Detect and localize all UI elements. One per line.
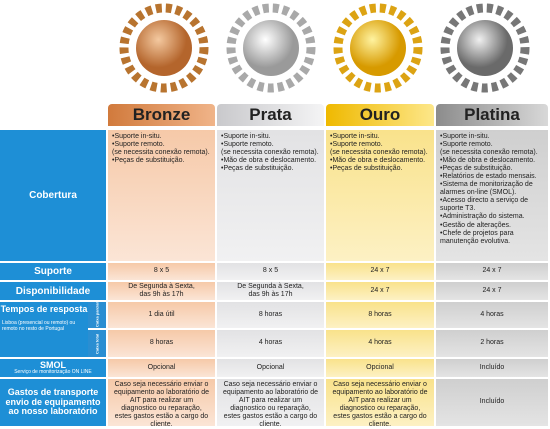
cobertura-item: •Suporte in-situ. <box>440 133 490 140</box>
tempo-parcial-bronze: 1 dia útil <box>108 302 215 328</box>
gold-medal-icon <box>333 3 423 93</box>
bronze-medal-icon <box>119 3 209 93</box>
gastos-ouro: Caso seja necessário enviar o equipament… <box>326 379 434 428</box>
row-label-cobertura: Cobertura <box>0 130 106 261</box>
row-label-suporte: Suporte <box>0 263 106 280</box>
cobertura-item: •Mão de obra e deslocamento. <box>221 157 317 165</box>
cobertura-item: (se necessita conexão remota). <box>112 149 210 157</box>
cobertura-bronze: •Suporte in-situ. •Suporte remoto. (se n… <box>108 130 215 261</box>
smol-bronze: Opcional <box>108 359 215 377</box>
tempo-parcial-prata: 8 horas <box>217 302 324 328</box>
tempo-total-prata: 4 horas <box>217 330 324 357</box>
smol-ouro: Opcional <box>326 359 434 377</box>
cobertura-item: •Suporte in-situ. <box>330 133 380 140</box>
tempos-title: Tempos de resposta <box>0 304 88 314</box>
smol-title: SMOL <box>40 360 66 370</box>
smol-prata: Opcional <box>217 359 324 377</box>
cobertura-item: •Sistema de monitorização de <box>440 181 533 189</box>
suporte-platina: 24 x 7 <box>436 263 548 280</box>
cobertura-item: •Acesso directo a serviço de <box>440 197 529 205</box>
smol-subtitle: Serviço de monitorização ON LINE <box>14 369 92 375</box>
gastos-prata: Caso seja necessário enviar o equipament… <box>217 379 324 428</box>
smol-platina: Incluído <box>436 359 548 377</box>
cobertura-item: •Relatórios de estado mensais. <box>440 173 537 181</box>
cobertura-item: manutenção evolutiva. <box>440 237 511 245</box>
cobertura-item: •Peças de substituição. <box>112 157 185 165</box>
cobertura-item: •Suporte remoto. <box>440 141 493 149</box>
cobertura-item: (se necessita conexão remota). <box>330 149 428 157</box>
cobertura-item: •Suporte remoto. <box>221 141 274 149</box>
cobertura-platina: •Suporte in-situ. •Suporte remoto. (se n… <box>436 130 548 261</box>
cobertura-item: (se necessita conexão remota). <box>440 149 538 157</box>
tempo-total-ouro: 4 horas <box>326 330 434 357</box>
tempo-parcial-platina: 4 horas <box>436 302 548 328</box>
disponibilidade-platina: 24 x 7 <box>436 282 548 300</box>
cobertura-item: •Gestão de alterações. <box>440 221 511 229</box>
cobertura-item: •Suporte in-situ. <box>221 133 271 140</box>
caixa-total-label: Caixa total <box>88 330 106 357</box>
row-label-tempos: Tempos de resposta Lisboa (presencial ou… <box>0 302 88 357</box>
cobertura-ouro: •Suporte in-situ. •Suporte remoto. (se n… <box>326 130 434 261</box>
plan-header-ouro: Ouro <box>326 104 434 126</box>
gastos-platina: Incluído <box>436 379 548 426</box>
cobertura-item: •Suporte in-situ. <box>112 133 162 140</box>
cobertura-item: alarmes on-line (SMOL). <box>440 189 517 197</box>
row-label-gastos: Gastos de transporte envio de equipament… <box>0 379 106 426</box>
caixa-parcial-label: Caixa parcial <box>88 302 106 328</box>
plan-header-platina: Platina <box>436 104 548 126</box>
disponibilidade-prata: De Segunda à Sexta, das 9h às 17h <box>217 282 324 300</box>
cobertura-item: •Suporte remoto. <box>112 141 165 149</box>
cobertura-item: •Peças de substituição. <box>330 165 403 173</box>
suporte-prata: 8 x 5 <box>217 263 324 280</box>
cobertura-prata: •Suporte in-situ. •Suporte remoto. (se n… <box>217 130 324 261</box>
disponibilidade-ouro: 24 x 7 <box>326 282 434 300</box>
disponibilidade-bronze: De Segunda à Sexta, das 9h às 17h <box>108 282 215 300</box>
suporte-ouro: 24 x 7 <box>326 263 434 280</box>
row-label-disponibilidade: Disponibilidade <box>0 282 106 300</box>
cobertura-item: •Peças de substituição. <box>440 165 513 173</box>
gastos-bronze: Caso seja necessário enviar o equipament… <box>108 379 215 428</box>
tempo-total-platina: 2 horas <box>436 330 548 357</box>
cobertura-item: •Peças de substituição. <box>221 165 294 173</box>
cobertura-item: •Administração do sistema. <box>440 213 525 221</box>
cobertura-item: suporte T3. <box>440 205 476 213</box>
cobertura-item: (se necessita conexão remota). <box>221 149 319 157</box>
platinum-medal-icon <box>440 3 530 93</box>
plan-header-prata: Prata <box>217 104 324 126</box>
cobertura-item: •Suporte remoto. <box>330 141 383 149</box>
tempo-parcial-ouro: 8 horas <box>326 302 434 328</box>
tempos-subtitle: Lisboa (presencial ou remoto) ou remoto … <box>2 320 76 332</box>
cobertura-item: •Mão de obra e deslocamento. <box>330 157 426 165</box>
suporte-bronze: 8 x 5 <box>108 263 215 280</box>
row-label-smol: SMOL Serviço de monitorização ON LINE <box>0 359 106 377</box>
tempo-total-bronze: 8 horas <box>108 330 215 357</box>
silver-medal-icon <box>226 3 316 93</box>
cobertura-item: •Chefe de projetos para <box>440 229 514 237</box>
cobertura-item: •Mão de obra e deslocamento. <box>440 157 536 165</box>
plan-header-bronze: Bronze <box>108 104 215 126</box>
